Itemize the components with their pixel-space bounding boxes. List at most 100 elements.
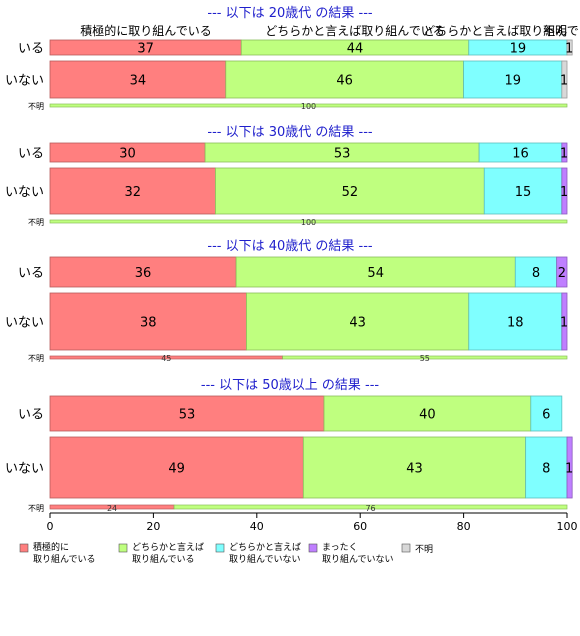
unknown-data-label: 55 [420, 354, 430, 363]
legend-label: どちらかと言えば [132, 541, 204, 553]
legend-swatch [308, 543, 318, 553]
data-label: 2 [558, 266, 566, 281]
data-label: 18 [507, 316, 524, 331]
bar-segment [561, 167, 568, 215]
data-label: 49 [168, 462, 185, 477]
legend-label: 取り組んでいない [322, 553, 394, 565]
x-tick-label: 100 [557, 520, 578, 533]
bar-segment [514, 256, 558, 288]
data-label: 1 [565, 462, 573, 477]
bar-segment [246, 292, 470, 351]
x-tick-label: 0 [47, 520, 54, 533]
bar-segment [566, 39, 573, 56]
legend-label: 取り組んでいる [33, 553, 96, 565]
bar-segment [302, 436, 527, 499]
x-tick-label: 40 [250, 520, 264, 533]
panel-title: --- 以下は 40歳代 の結果 --- [207, 239, 373, 254]
data-label: 1 [560, 74, 568, 89]
data-label: 19 [504, 74, 521, 89]
data-label: 43 [349, 316, 366, 331]
row-label-unknown: 不明 [28, 218, 44, 227]
data-label: 32 [124, 185, 141, 200]
row-label: いる [18, 42, 44, 57]
column-header: 積極的に取り組んでいる [80, 23, 211, 38]
unknown-bar-segment [282, 355, 568, 360]
row-label-unknown: 不明 [28, 102, 44, 111]
bar-segment [235, 256, 516, 288]
x-tick-label: 80 [457, 520, 471, 533]
bar-segment [566, 436, 573, 499]
bar-segment [49, 256, 237, 288]
panel-title: --- 以下は 50歳以上 の結果 --- [201, 378, 380, 393]
panel-title: --- 以下は 30歳代 の結果 --- [207, 125, 373, 140]
data-label: 8 [542, 462, 550, 477]
row-label: いる [18, 408, 44, 423]
panel-title: --- 以下は 20歳代 の結果 --- [207, 6, 373, 21]
data-label: 1 [560, 185, 568, 200]
column-header: どちらかと言えば取り組んでいる [265, 24, 444, 38]
x-tick-label: 20 [146, 520, 160, 533]
data-label: 34 [130, 74, 147, 89]
data-label: 44 [347, 42, 364, 57]
data-label: 53 [179, 408, 196, 423]
data-label: 54 [367, 266, 384, 281]
data-label: 15 [515, 185, 532, 200]
row-label: いない [5, 316, 44, 331]
unknown-bar-segment [49, 103, 568, 108]
data-label: 30 [119, 147, 136, 162]
data-label: 1 [560, 316, 568, 331]
data-label: 36 [135, 266, 152, 281]
data-label: 43 [406, 462, 423, 477]
row-label-unknown: 不明 [28, 504, 44, 513]
row-label: いる [18, 147, 44, 162]
row-label-unknown: 不明 [28, 354, 44, 363]
x-tick-label: 60 [353, 520, 367, 533]
unknown-data-label: 76 [365, 504, 375, 513]
bar-segment [49, 167, 216, 215]
legend-label: 積極的に [33, 541, 69, 553]
legend-label: 不明 [415, 544, 433, 555]
legend-label: どちらかと言えば [229, 541, 301, 553]
unknown-data-label: 24 [107, 504, 117, 513]
legend-swatch [19, 543, 29, 553]
unknown-bar-segment [173, 504, 568, 510]
data-label: 1 [565, 42, 573, 57]
bar-segment [468, 292, 563, 351]
data-label: 1 [560, 147, 568, 162]
legend-label: 取り組んでいない [229, 553, 301, 565]
legend-swatch [118, 543, 128, 553]
unknown-data-label: 100 [301, 102, 316, 111]
bar-segment [49, 60, 227, 99]
data-label: 19 [510, 42, 527, 57]
legend-label: 取り組んでいる [132, 553, 195, 565]
bar-segment [556, 256, 568, 288]
data-label: 8 [532, 266, 540, 281]
data-label: 16 [512, 147, 529, 162]
bar-segment [49, 436, 304, 499]
bar-segment [323, 395, 532, 432]
data-label: 46 [336, 74, 353, 89]
row-label: いない [5, 185, 44, 200]
bar-segment [561, 292, 568, 351]
unknown-data-label: 100 [301, 218, 316, 227]
bar-segment [561, 142, 568, 163]
legend-swatch [401, 543, 411, 553]
row-label: いない [5, 462, 44, 477]
row-label: いる [18, 266, 44, 281]
legend-label: まったく [322, 542, 358, 553]
data-label: 53 [334, 147, 351, 162]
bar-segment [530, 395, 563, 432]
bar-segment [215, 167, 485, 215]
data-label: 6 [542, 408, 550, 423]
unknown-data-label: 45 [161, 354, 171, 363]
data-label: 37 [137, 42, 154, 57]
row-label: いない [5, 74, 44, 89]
bar-segment [49, 292, 247, 351]
column-header: 不明 [543, 24, 567, 38]
unknown-bar-segment [49, 219, 568, 224]
data-label: 38 [140, 316, 157, 331]
data-label: 40 [419, 408, 436, 423]
bar-segment [483, 167, 563, 215]
